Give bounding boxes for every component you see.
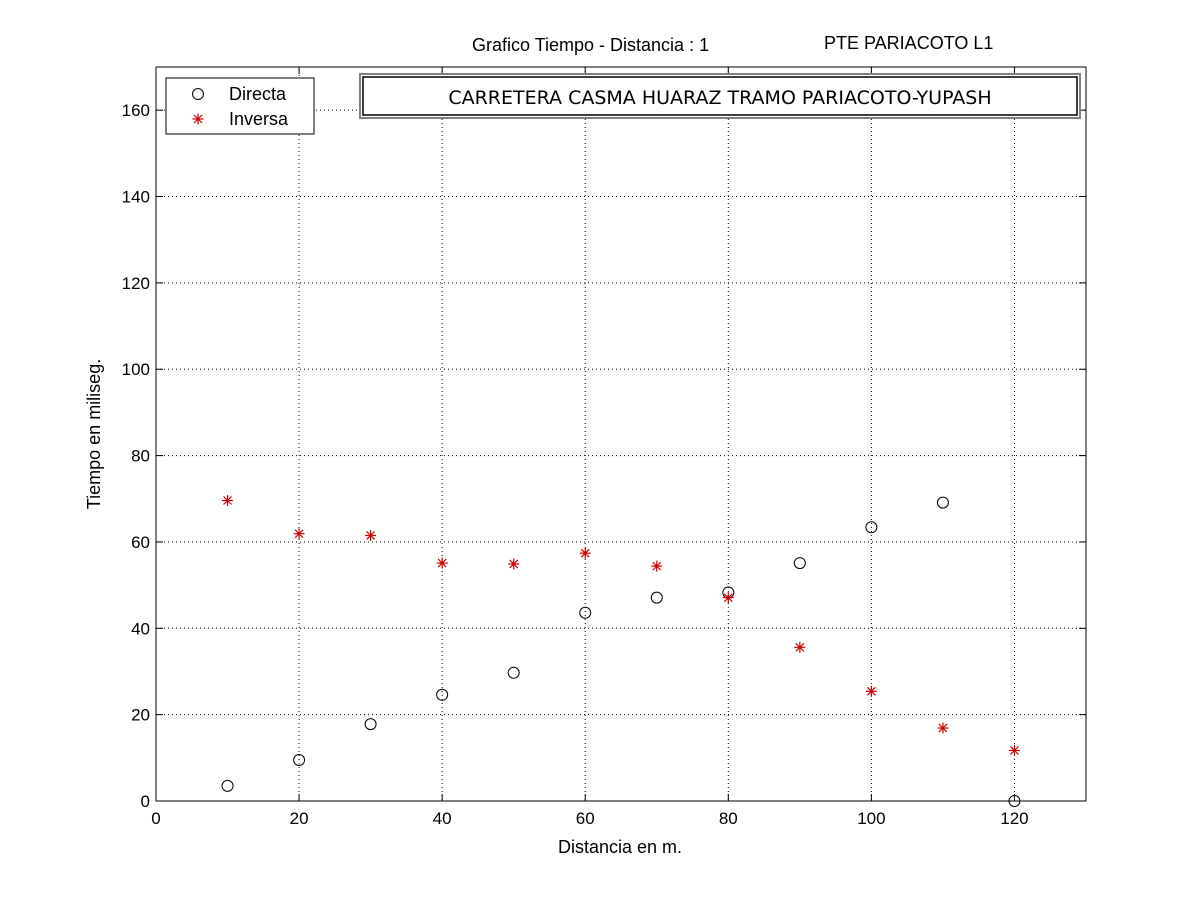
x-tick-label: 80 — [719, 809, 738, 828]
point-directa — [793, 557, 806, 570]
legend-asterisk-icon — [192, 113, 204, 125]
x-tick-label: 40 — [433, 809, 452, 828]
x-tick-label: 20 — [290, 809, 309, 828]
point-inversa — [722, 592, 734, 604]
y-tick-label: 0 — [141, 792, 150, 811]
point-inversa — [579, 547, 591, 559]
axis-ticks: 0 20 40 60 80 100 120 0 20 40 60 80 100 120 140 160 — [122, 67, 1086, 828]
axes-box — [155, 66, 1087, 802]
point-directa — [936, 496, 949, 509]
point-inversa — [865, 685, 877, 697]
point-inversa — [794, 641, 806, 653]
x-tick-label: 120 — [1000, 809, 1028, 828]
legend-box — [165, 77, 315, 135]
point-inversa — [293, 528, 305, 540]
y-tick-label: 160 — [122, 101, 150, 120]
y-tick-label: 100 — [122, 360, 150, 379]
point-inversa — [937, 722, 949, 734]
data-points — [221, 494, 1021, 807]
point-directa — [507, 666, 520, 679]
point-directa — [579, 606, 592, 619]
x-axis-label: Distancia en m. — [558, 837, 682, 857]
legend-inversa-label: Inversa — [229, 109, 289, 129]
point-directa — [221, 779, 234, 792]
x-tick-label: 60 — [576, 809, 595, 828]
point-inversa — [508, 558, 520, 570]
y-tick-label: 120 — [122, 274, 150, 293]
legend-directa-label: Directa — [229, 84, 287, 104]
y-axis-label: Tiempo en miliseg. — [84, 359, 104, 509]
chart-code-label: PTE PARIACOTO L1 — [824, 33, 993, 53]
point-inversa — [436, 557, 448, 569]
plot-area: 0 20 40 60 80 100 120 0 20 40 60 80 100 120 140 160 — [122, 66, 1087, 828]
point-inversa — [651, 560, 663, 572]
y-tick-label: 60 — [131, 533, 150, 552]
y-tick-label: 140 — [122, 188, 150, 207]
point-directa — [1008, 795, 1021, 807]
chart-subtitle: CARRETERA CASMA HUARAZ TRAMO PARIACOTO-Y… — [448, 87, 991, 109]
point-directa — [650, 591, 663, 604]
y-tick-label: 40 — [131, 619, 150, 638]
legend: Directa Inversa — [165, 77, 315, 135]
point-directa — [865, 521, 878, 534]
point-inversa — [222, 494, 234, 506]
subtitle-annotation: CARRETERA CASMA HUARAZ TRAMO PARIACOTO-Y… — [359, 73, 1081, 119]
x-tick-label: 100 — [857, 809, 885, 828]
point-directa — [293, 753, 306, 766]
point-directa — [364, 718, 377, 731]
point-inversa — [1008, 744, 1020, 756]
chart-title: Grafico Tiempo - Distancia : 1 — [472, 35, 709, 55]
x-tick-label: 0 — [151, 809, 160, 828]
legend-directa-marker — [192, 88, 204, 100]
y-tick-label: 80 — [131, 447, 150, 466]
point-directa — [436, 688, 449, 701]
legend-inversa-marker — [192, 113, 204, 125]
point-inversa — [365, 529, 377, 541]
y-tick-label: 20 — [131, 706, 150, 725]
